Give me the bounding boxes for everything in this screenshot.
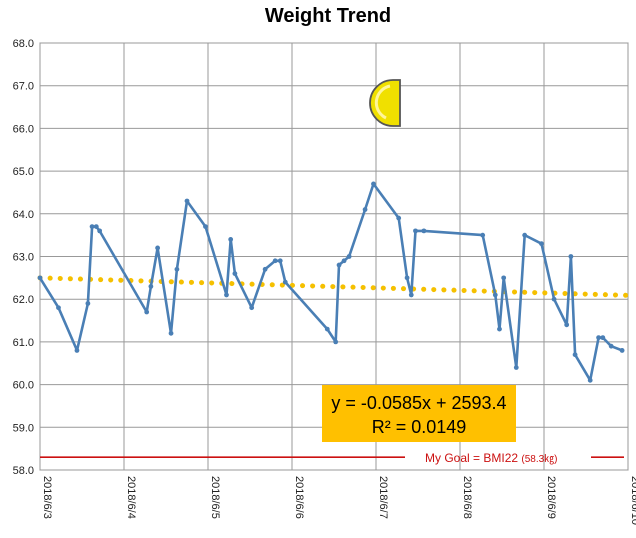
weight-data-point — [148, 283, 154, 289]
y-tick-label: 61.0 — [13, 337, 34, 349]
weight-data-point — [522, 232, 528, 238]
weight-data-point — [568, 254, 574, 259]
weight-data-point — [396, 215, 402, 221]
weight-data-point — [497, 326, 502, 332]
weight-data-point — [600, 335, 606, 341]
y-tick-label: 59.0 — [13, 422, 34, 434]
y-tick-label: 63.0 — [13, 252, 34, 264]
weight-data-point — [572, 352, 578, 358]
weight-data-point — [262, 266, 268, 272]
x-tick-label: 2018/6/7 — [377, 476, 389, 519]
weight-data-point — [408, 292, 414, 298]
x-tick-label: 2018/6/10 — [629, 476, 636, 525]
y-tick-label: 58.0 — [13, 465, 34, 477]
weight-data-point — [404, 275, 410, 281]
weight-data-point — [89, 224, 95, 230]
weight-data-point — [596, 335, 601, 341]
weight-data-point — [513, 365, 519, 370]
weight-data-point — [168, 330, 174, 336]
weight-data-point — [277, 258, 283, 264]
weight-data-point — [174, 266, 180, 272]
equation-background — [322, 385, 516, 442]
x-tick-label: 2018/6/3 — [41, 476, 53, 519]
weight-data-point — [333, 339, 339, 345]
y-tick-label: 67.0 — [13, 81, 34, 93]
weight-data-point — [249, 305, 255, 311]
weight-data-point — [97, 228, 103, 234]
weight-data-point — [492, 292, 498, 298]
weight-series-group — [37, 181, 625, 383]
weight-data-point — [608, 343, 614, 349]
goal-line-group: My Goal = BMI22 (58.3㎏) — [40, 451, 624, 465]
weight-data-point — [619, 348, 625, 353]
weight-data-point — [421, 228, 427, 234]
weight-data-point — [324, 326, 330, 332]
weight-data-point — [228, 237, 234, 242]
goal-label-text: My Goal = BMI22 — [425, 451, 521, 465]
weight-data-point — [336, 262, 342, 268]
x-tick-label: 2018/6/5 — [209, 476, 221, 519]
weight-data-point — [203, 224, 208, 230]
weight-data-point — [144, 309, 150, 315]
weight-data-point — [480, 232, 486, 238]
x-tick-label: 2018/6/8 — [461, 476, 473, 519]
y-tick-label: 65.0 — [13, 166, 34, 178]
weight-data-point — [371, 181, 376, 187]
weight-data-point — [413, 228, 418, 234]
weight-data-point — [539, 241, 544, 247]
y-tick-label: 62.0 — [13, 294, 34, 306]
y-axis-ticks: 58.0 59.0 60.0 61.0 62.0 63.0 64.0 65.0 66.0 67.0… — [13, 38, 34, 477]
trend-equation-box: y = -0.0585x + 2593.4 R² = 0.0149 — [322, 385, 516, 442]
weight-data-point — [362, 207, 368, 212]
x-tick-label: 2018/6/9 — [545, 476, 557, 519]
chart-title: Weight Trend — [265, 5, 391, 27]
weight-series-line — [38, 182, 623, 382]
weight-data-point — [587, 377, 593, 383]
weight-data-point — [37, 275, 43, 281]
trendline-group — [37, 275, 631, 298]
goal-value-label: (58.3㎏) — [521, 453, 557, 465]
weight-data-point — [74, 348, 80, 353]
half-moon-highlight — [374, 84, 391, 120]
weight-data-point — [282, 279, 288, 285]
weight-data-point — [184, 198, 190, 204]
weight-data-point — [564, 322, 570, 328]
weight-data-point — [85, 301, 91, 306]
x-tick-label: 2018/6/6 — [293, 476, 305, 519]
half-moon-icon — [369, 79, 401, 127]
goal-label: My Goal = BMI22 (58.3㎏) — [425, 451, 558, 465]
linear-trendline — [37, 275, 631, 298]
weight-data-point — [56, 305, 61, 311]
y-tick-label: 68.0 — [13, 38, 34, 50]
weight-data-point — [93, 224, 99, 230]
weight-data-point — [551, 296, 557, 302]
x-tick-label: 2018/6/4 — [125, 476, 137, 519]
weight-data-point — [155, 245, 161, 251]
half-moon-shape — [369, 79, 401, 127]
y-tick-label: 66.0 — [13, 123, 34, 135]
trend-equation: y = -0.0585x + 2593.4 — [331, 393, 506, 413]
x-axis-ticks: 2018/6/3 2018/6/4 2018/6/5 2018/6/6 2018/6/7… — [41, 476, 636, 525]
weight-data-point — [272, 258, 278, 264]
weight-data-point — [341, 258, 347, 264]
y-tick-label: 64.0 — [13, 209, 34, 221]
weight-data-point — [346, 254, 352, 259]
trend-r-squared: R² = 0.0149 — [372, 417, 467, 437]
weight-data-point — [232, 271, 238, 276]
weight-data-point — [224, 292, 229, 298]
weight-data-point — [501, 275, 507, 281]
y-tick-label: 60.0 — [13, 380, 34, 392]
